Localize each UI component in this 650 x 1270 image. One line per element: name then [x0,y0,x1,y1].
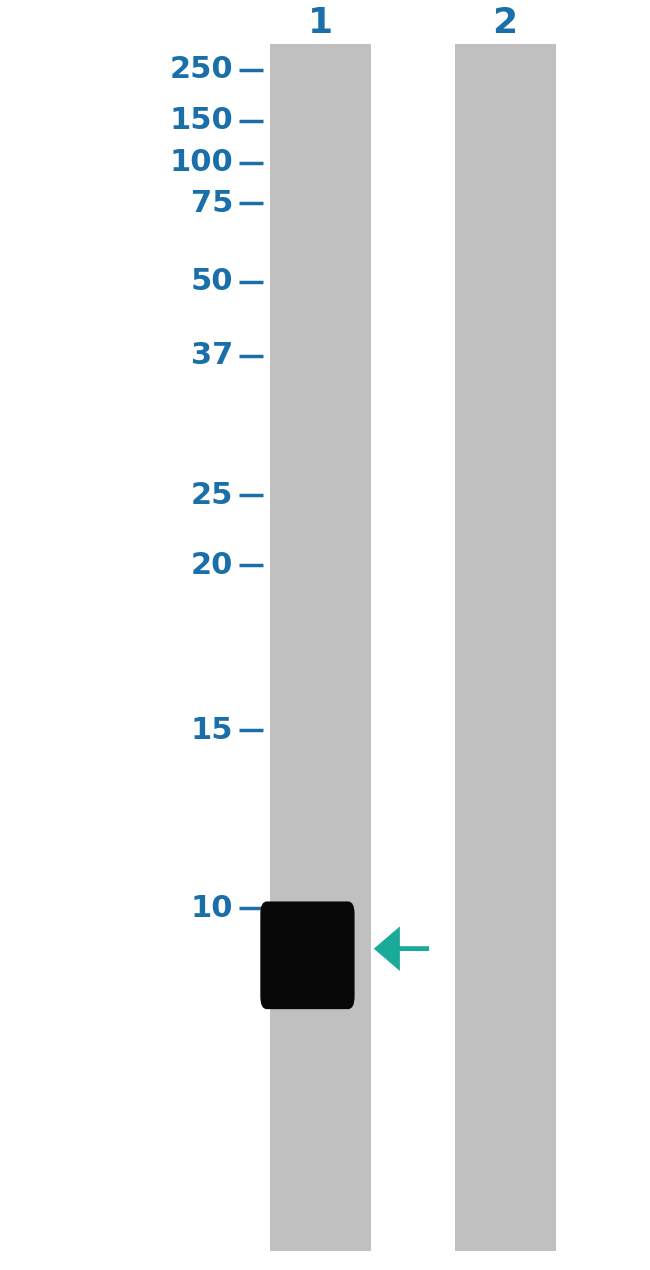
Ellipse shape [269,921,346,963]
FancyBboxPatch shape [260,902,355,1010]
Text: 15: 15 [191,716,233,744]
Text: 37: 37 [191,342,233,370]
Text: 25: 25 [191,481,233,509]
Text: 100: 100 [170,149,233,177]
Text: 1: 1 [308,6,333,39]
FancyArrow shape [377,931,429,966]
Text: 2: 2 [493,6,517,39]
Bar [455,44,556,1251]
Text: 75: 75 [191,189,233,217]
Text: 10: 10 [191,894,233,922]
Text: 20: 20 [191,551,233,579]
Text: 250: 250 [170,56,233,84]
Bar [270,44,370,1251]
Text: 150: 150 [170,107,233,135]
Text: 50: 50 [191,268,233,296]
Ellipse shape [272,986,343,1008]
